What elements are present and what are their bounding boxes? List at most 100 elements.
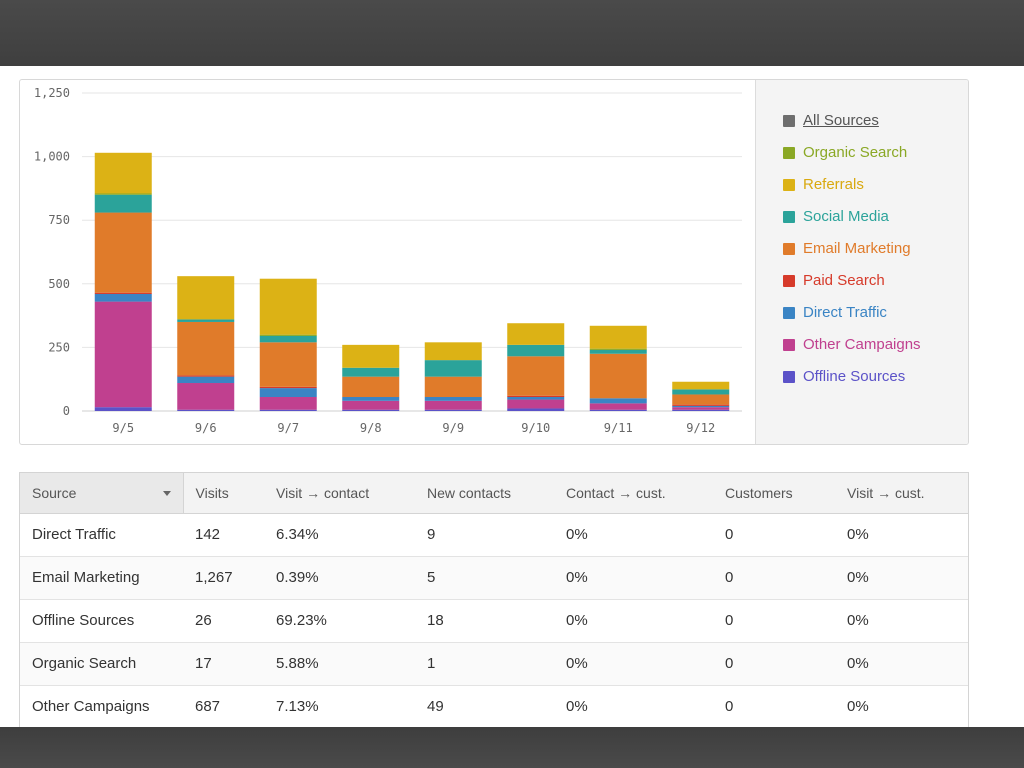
bar-segment[interactable] [589,398,647,404]
bar-segment[interactable] [94,193,152,195]
bar-segment[interactable] [424,376,482,398]
bar-segment[interactable] [177,383,235,410]
bar-segment[interactable] [94,301,152,408]
bar-segment[interactable] [259,386,317,389]
y-tick-label: 750 [48,213,70,227]
visit-cust-cell: 0% [835,556,968,600]
source-column-header[interactable]: Source [20,473,184,514]
y-tick-label: 0 [63,404,70,418]
visit-cust-cell: 0% [835,513,968,557]
bar-segment[interactable] [94,194,152,213]
bar-segment[interactable] [672,405,730,408]
bar-segment[interactable] [259,335,317,343]
bar-segment[interactable] [424,342,482,361]
bar-segment[interactable] [259,334,317,336]
bar-segment[interactable] [589,403,647,410]
legend-swatch-icon [783,147,795,159]
visit-cust-column-header[interactable]: Visit → cust. [835,473,968,514]
table-row[interactable]: Organic Search 17 5.88% 1 0% 0 0% [20,642,968,686]
bar-segment[interactable] [507,323,565,345]
contact-cust-cell: 0% [554,556,713,600]
table-row[interactable]: Other Campaigns 687 7.13% 49 0% 0 0% [20,685,968,727]
sources-table-wrapper: Source Visits Visit → contact New contac… [19,472,969,727]
visit-contact-column-header[interactable]: Visit → contact [264,473,415,514]
bar-segment[interactable] [507,397,565,400]
bar-segment[interactable] [259,388,317,398]
bar-segment[interactable] [424,400,482,410]
bar-segment[interactable] [259,278,317,335]
bar-segment[interactable] [424,397,482,401]
contact-cust-column-header[interactable]: Contact → cust. [554,473,713,514]
legend-item[interactable]: Direct Traffic [783,303,921,335]
legend-item[interactable]: All Sources [783,111,921,143]
bar-segment[interactable] [94,293,152,302]
bar-segment[interactable] [259,397,317,410]
bar-segment[interactable] [177,319,235,322]
bar-segment[interactable] [259,342,317,387]
source-cell: Organic Search [20,642,183,686]
bar-segment[interactable] [672,404,730,406]
bar-segment[interactable] [672,407,730,410]
contact-cust-cell: 0% [554,642,713,686]
table-row[interactable]: Offline Sources 26 69.23% 18 0% 0 0% [20,599,968,643]
bar-segment[interactable] [589,349,647,354]
bar-segment[interactable] [672,389,730,395]
new-contacts-cell: 5 [415,556,554,600]
legend-item[interactable]: Email Marketing [783,239,921,271]
x-tick-label: 9/10 [521,421,550,435]
bar-segment[interactable] [342,344,400,368]
legend-item[interactable]: Social Media [783,207,921,239]
bar-segment[interactable] [672,409,730,411]
bar-segment[interactable] [94,407,152,411]
legend-swatch-icon [783,179,795,191]
bar-segment[interactable] [177,276,235,320]
bar-segment[interactable] [177,375,235,377]
bar-segment[interactable] [94,212,152,293]
customers-cell: 0 [713,642,835,686]
bar-segment[interactable] [672,381,730,390]
bar-segment[interactable] [177,376,235,384]
bar-segment[interactable] [424,360,482,377]
bar-segment[interactable] [342,376,400,398]
bar-segment[interactable] [589,348,647,350]
table-row[interactable]: Email Marketing 1,267 0.39% 5 0% 0 0% [20,556,968,600]
bar-segment[interactable] [507,395,565,398]
customers-cell: 0 [713,599,835,643]
new-contacts-column-header[interactable]: New contacts [415,473,554,514]
visit-cust-cell: 0% [835,642,968,686]
bar-segment[interactable] [94,292,152,294]
x-tick-label: 9/9 [442,421,464,435]
legend-item[interactable]: Offline Sources [783,367,921,399]
sort-caret-icon[interactable] [162,491,171,496]
bar-segment[interactable] [342,400,400,410]
legend-item[interactable]: Other Campaigns [783,335,921,367]
bar-segment[interactable] [177,409,235,411]
visits-column-header[interactable]: Visits [183,473,264,514]
bar-segment[interactable] [507,356,565,396]
bar-segment[interactable] [672,394,730,405]
legend-item[interactable]: Paid Search [783,271,921,303]
bar-segment[interactable] [507,344,565,357]
bar-segment[interactable] [342,409,400,411]
visits-cell: 26 [183,599,264,643]
visits-cell: 687 [183,685,264,727]
bar-segment[interactable] [507,399,565,409]
new-contacts-cell: 9 [415,513,554,557]
bar-segment[interactable] [342,367,400,377]
legend-label: Other Campaigns [803,336,921,353]
bar-segment[interactable] [424,409,482,411]
bar-segment[interactable] [94,152,152,194]
x-tick-label: 9/6 [195,421,217,435]
legend-label: Paid Search [803,272,885,289]
bar-segment[interactable] [507,408,565,411]
bar-segment[interactable] [589,353,647,399]
legend-item[interactable]: Referrals [783,175,921,207]
bar-segment[interactable] [342,397,400,401]
customers-column-header[interactable]: Customers [713,473,835,514]
bar-segment[interactable] [589,409,647,411]
legend-item[interactable]: Organic Search [783,143,921,175]
bar-segment[interactable] [589,325,647,349]
bar-segment[interactable] [259,409,317,411]
bar-segment[interactable] [177,321,235,376]
table-row[interactable]: Direct Traffic 142 6.34% 9 0% 0 0% [20,513,968,557]
